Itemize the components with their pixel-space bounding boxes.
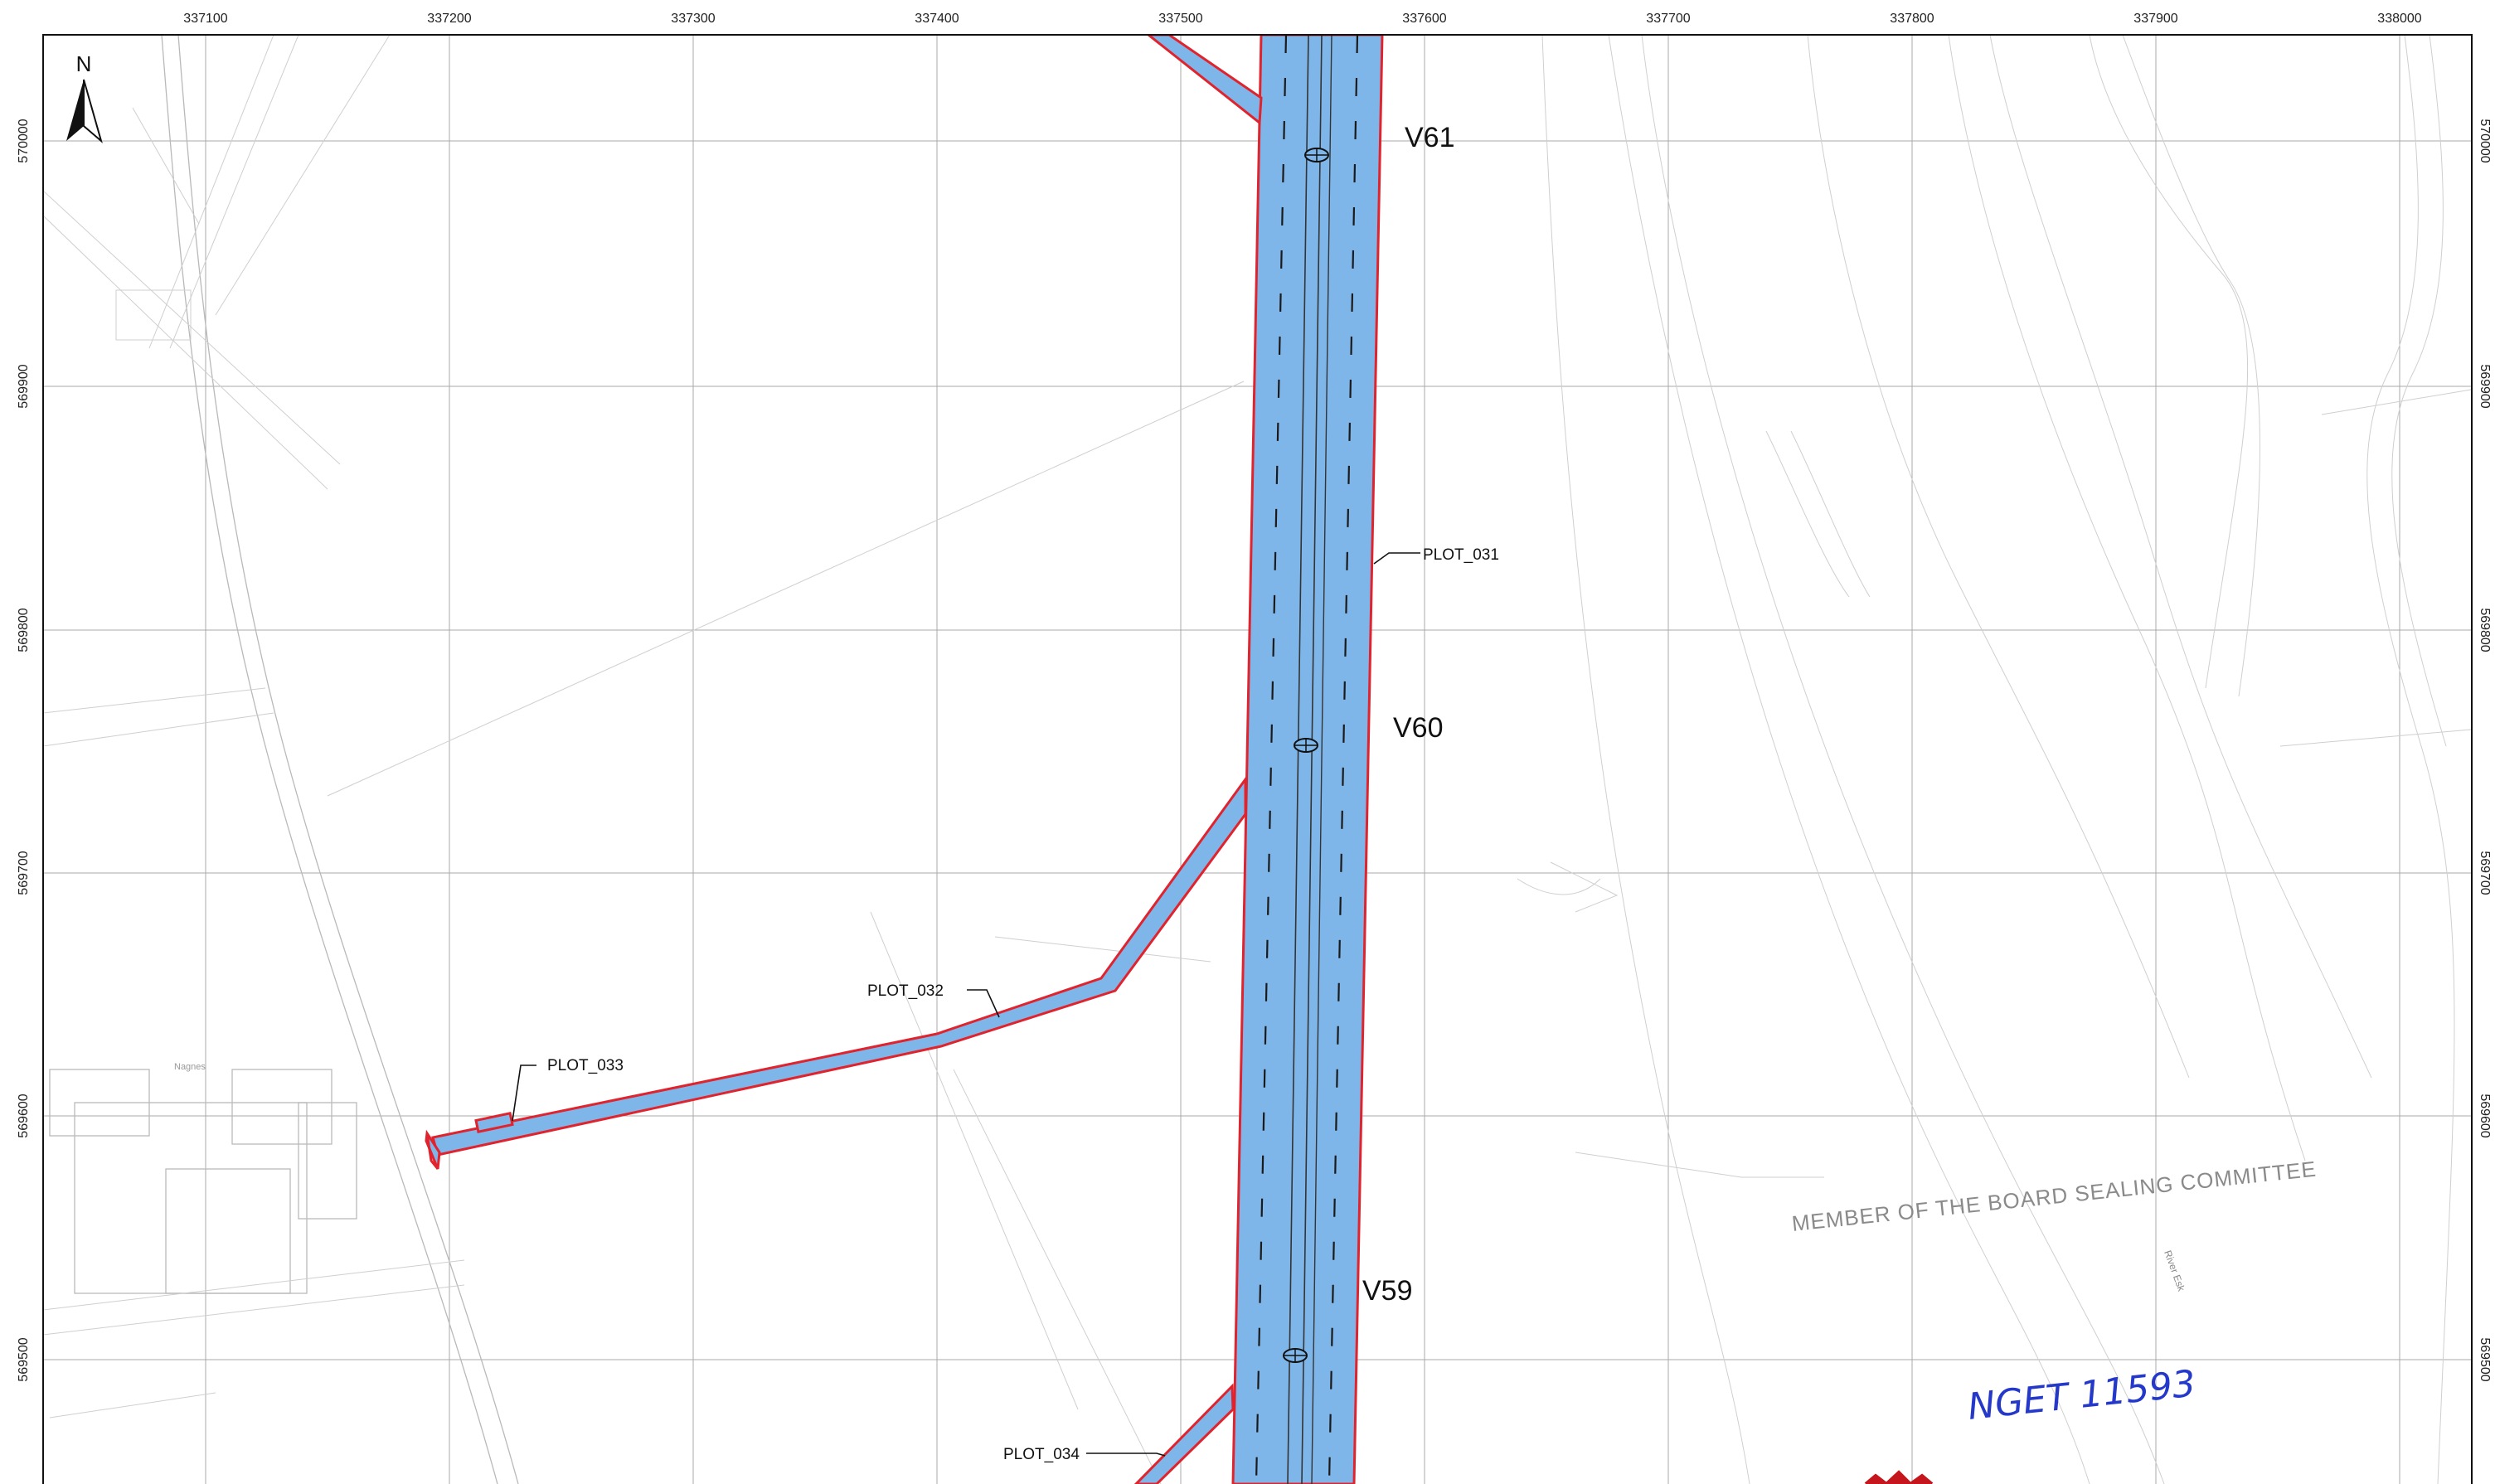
- easting-tick: 337200: [427, 12, 471, 26]
- easting-axis: 337100 337200 337300 337400 337500 33760…: [183, 12, 2421, 26]
- north-arrow-icon: N: [66, 51, 103, 143]
- base-mapping: [43, 35, 2472, 1484]
- northing-tick: 569600: [17, 1094, 31, 1137]
- access-route-plot-034: [1133, 1383, 1235, 1484]
- access-route-top: [1146, 35, 1263, 125]
- plot-label-032: PLOT_032: [867, 982, 944, 1000]
- easting-tick: 337800: [1890, 12, 1934, 26]
- northing-tick: 570000: [17, 119, 31, 162]
- northing-tick: 569600: [2478, 1094, 2492, 1137]
- easting-tick: 337900: [2133, 12, 2177, 26]
- northing-tick: 569700: [2478, 851, 2492, 895]
- easting-tick: 337600: [1402, 12, 1446, 26]
- seal-stamp: [1864, 1470, 1934, 1484]
- pipeline-corridor: [1231, 35, 1384, 1484]
- easting-tick: 337500: [1158, 12, 1202, 26]
- northing-tick: 569900: [17, 364, 31, 408]
- easting-tick: 337300: [671, 12, 715, 26]
- northing-tick: 569700: [17, 851, 31, 895]
- easting-tick: 337100: [183, 12, 227, 26]
- plot-label-031: PLOT_031: [1423, 546, 1499, 564]
- northing-axis-right: 570000 569900 569800 569700 569600 56950…: [2478, 119, 2492, 1381]
- northing-axis-left: 570000 569900 569800 569700 569600 56950…: [17, 119, 31, 1381]
- northing-tick: 569800: [2478, 608, 2492, 652]
- northing-tick: 570000: [2478, 119, 2492, 162]
- plot-label-034: PLOT_034: [1003, 1446, 1080, 1463]
- northing-tick: 569800: [17, 608, 31, 652]
- plot-leader-lines: [512, 552, 1420, 1457]
- valve-marker-v59: [1283, 1348, 1308, 1363]
- valve-label-v60: V60: [1393, 712, 1444, 744]
- easting-tick: 337700: [1646, 12, 1690, 26]
- valve-marker-v61: [1304, 148, 1329, 162]
- valve-marker-v60: [1294, 738, 1318, 753]
- map-content: [43, 35, 2472, 1484]
- map-frame: [42, 34, 2473, 1484]
- northing-tick: 569500: [2478, 1337, 2492, 1381]
- north-label: N: [76, 51, 92, 76]
- plot-label-033: PLOT_033: [547, 1057, 624, 1074]
- easting-tick: 337400: [915, 12, 959, 26]
- northing-tick: 569900: [2478, 364, 2492, 408]
- easting-tick: 338000: [2377, 12, 2421, 26]
- place-label: Nagnes: [174, 1062, 206, 1072]
- valve-label-v59: V59: [1362, 1275, 1413, 1307]
- northing-tick: 569500: [17, 1337, 31, 1381]
- valve-label-v61: V61: [1405, 122, 1455, 153]
- access-route-plot-032: [425, 775, 1247, 1170]
